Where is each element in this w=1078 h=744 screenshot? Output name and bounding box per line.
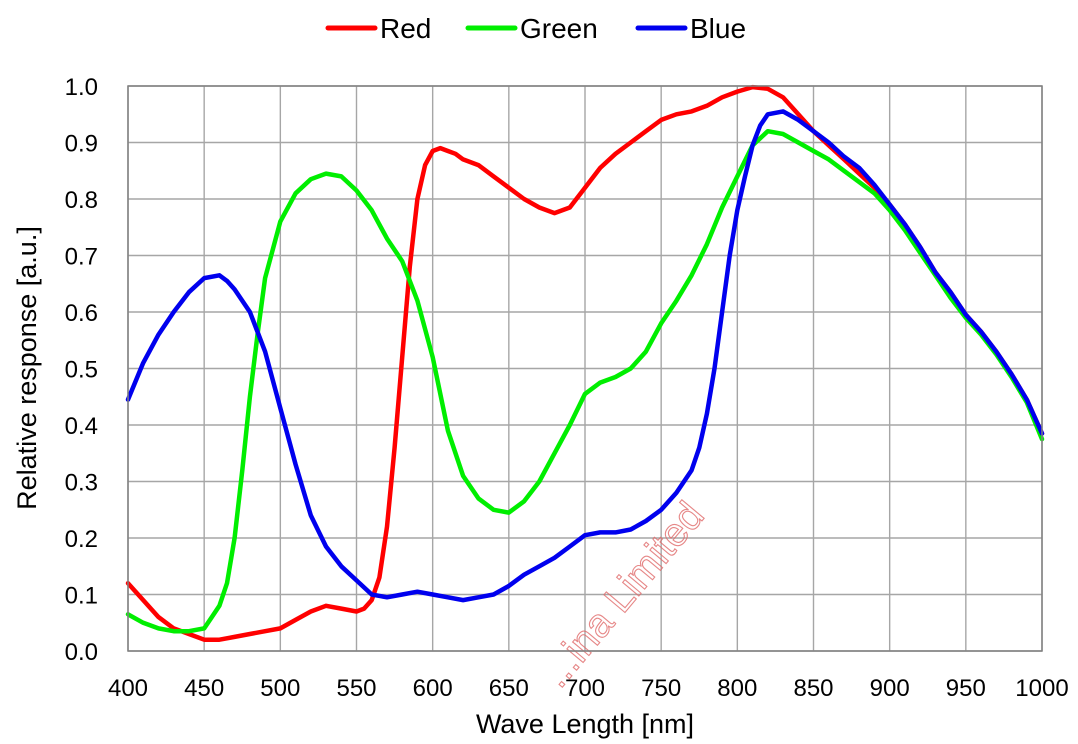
x-tick-label: 400 [108, 675, 148, 702]
series-line-blue [125, 109, 1045, 603]
y-tick-label: 0.7 [65, 244, 98, 271]
y-tick-label: 0.6 [65, 300, 98, 327]
y-tick-label: 0.3 [65, 470, 98, 497]
y-axis-title: Relative response [a.u.] [12, 226, 42, 510]
x-tick-label: 900 [870, 675, 910, 702]
y-tick-label: 0.1 [65, 583, 98, 610]
y-axis-ticks: 0.0 0.1 0.2 0.3 0.4 0.5 0.6 0.7 0.8 0.9 1.0 [65, 74, 98, 666]
x-tick-label: 950 [946, 675, 986, 702]
y-tick-label: 0.5 [65, 357, 98, 384]
x-tick-label: 650 [489, 675, 529, 702]
x-tick-label: 750 [641, 675, 681, 702]
x-tick-label: 550 [336, 675, 376, 702]
x-tick-label: 500 [260, 675, 300, 702]
y-tick-label: 0.2 [65, 526, 98, 553]
x-tick-label: 450 [184, 675, 224, 702]
plot-frame [127, 85, 1043, 652]
y-tick-label: 0.4 [65, 413, 98, 440]
y-tick-label: 0.9 [65, 131, 98, 158]
y-tick-label: 0.0 [65, 639, 98, 666]
series-lines [125, 84, 1045, 642]
x-tick-label: 1000 [1015, 675, 1068, 702]
legend-label-blue: Blue [690, 13, 746, 44]
plot-grid [127, 85, 1043, 652]
y-tick-label: 0.8 [65, 187, 98, 214]
x-axis-title: Wave Length [nm] [476, 709, 694, 739]
legend: Red Green Blue [325, 13, 746, 44]
legend-label-red: Red [380, 13, 431, 44]
x-tick-label: 600 [413, 675, 453, 702]
y-tick-label: 1.0 [65, 74, 98, 101]
x-axis-ticks: 400 450 500 550 600 650 700 750 800 850 900 950 1000 [108, 675, 1069, 702]
x-tick-label: 700 [565, 675, 605, 702]
x-tick-label: 800 [717, 675, 757, 702]
x-tick-label: 850 [793, 675, 833, 702]
series-line-green [125, 128, 1045, 634]
legend-label-green: Green [520, 13, 598, 44]
